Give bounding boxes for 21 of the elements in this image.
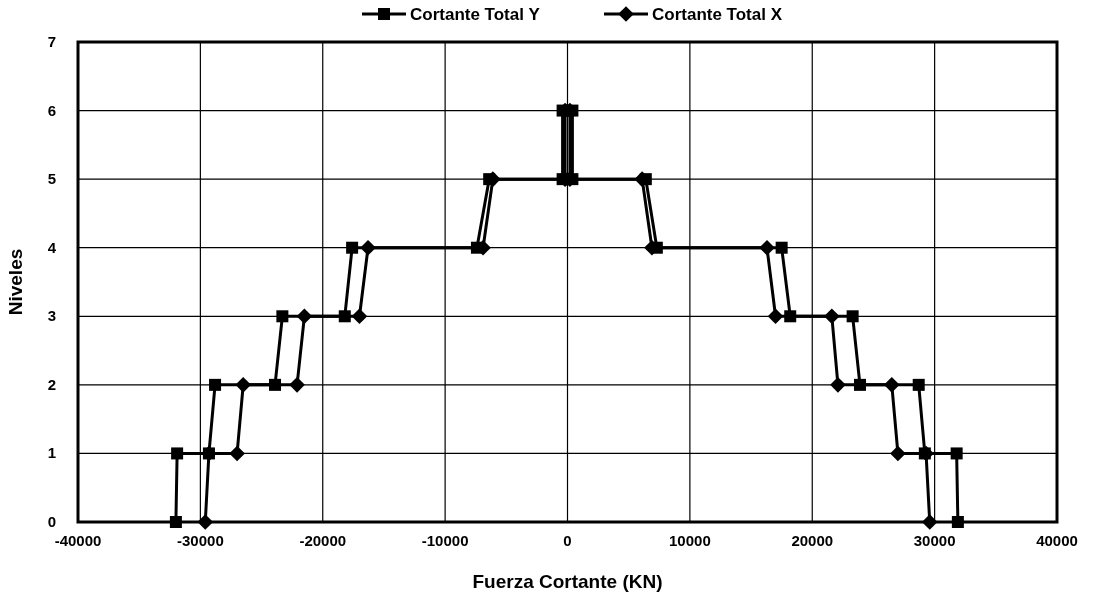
y-tick-label: 3 <box>47 307 56 325</box>
x-tick-label: 0 <box>563 532 572 549</box>
x-tick-label: -30000 <box>177 532 224 549</box>
y-tick-label: 6 <box>47 101 56 119</box>
y-tick-label: 5 <box>47 170 56 188</box>
y-tick-label: 4 <box>47 238 57 256</box>
y-tick-label: 2 <box>47 375 56 393</box>
y-tick-label: 7 <box>47 33 56 50</box>
x-tick-label: -20000 <box>299 532 347 549</box>
x-axis-title: Fuerza Cortante (KN) <box>472 571 663 592</box>
legend-label: Cortante Total Y <box>410 5 541 24</box>
x-tick-label: -10000 <box>421 532 469 549</box>
y-axis-title: Niveles <box>5 248 26 316</box>
x-tick-label: 30000 <box>913 532 956 549</box>
y-tick-label: 1 <box>47 444 56 462</box>
x-tick-label: 40000 <box>1036 532 1078 549</box>
legend-label: Cortante Total X <box>652 5 783 24</box>
x-tick-label: 20000 <box>791 532 834 549</box>
x-tick-label: -40000 <box>54 532 102 549</box>
y-tick-label: 0 <box>47 513 56 530</box>
x-tick-label: 10000 <box>669 532 711 549</box>
